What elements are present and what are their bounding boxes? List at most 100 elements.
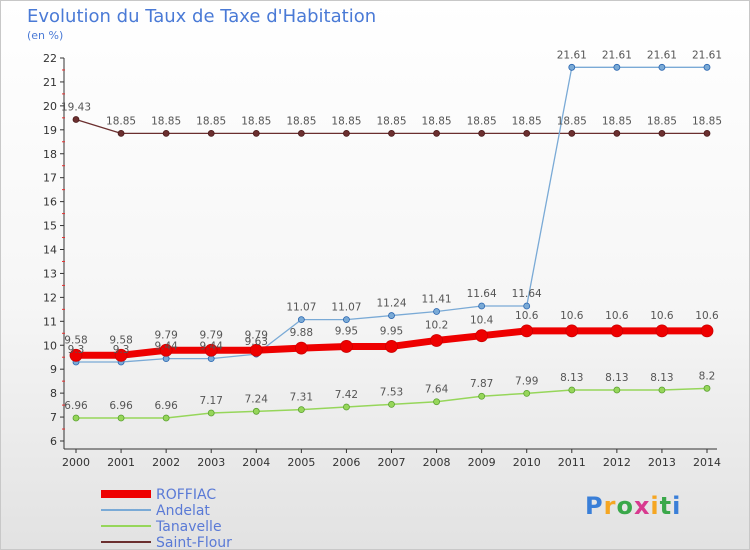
data-point-andelat-2007 xyxy=(388,312,395,319)
x-tick-label-2010: 2010 xyxy=(513,456,541,469)
data-label-roffiac-2012: 10.6 xyxy=(605,310,629,322)
data-point-saint-flour-2010 xyxy=(523,130,531,137)
x-tick-label-2002: 2002 xyxy=(152,456,180,469)
data-label-andelat-2013: 21.61 xyxy=(647,49,677,61)
y-tick-label-10: 10 xyxy=(43,339,57,352)
data-label-saint-flour-2010: 18.85 xyxy=(512,115,542,127)
data-label-andelat-2002: 9.44 xyxy=(154,341,178,353)
x-tick-label-2011: 2011 xyxy=(558,456,586,469)
y-tick-label-22: 22 xyxy=(43,52,57,65)
x-tick-label-2004: 2004 xyxy=(242,456,270,469)
data-label-andelat-2003: 9.44 xyxy=(200,341,224,353)
data-point-tanavelle-2000 xyxy=(72,414,80,422)
data-label-saint-flour-2014: 18.85 xyxy=(692,115,722,127)
data-point-saint-flour-2006 xyxy=(343,130,350,137)
chart-title: Evolution du Taux de Taxe d'Habitation xyxy=(27,6,377,27)
logo-letter: i xyxy=(672,492,682,520)
y-tick-label-19: 19 xyxy=(43,124,57,137)
data-label-tanavelle-2009: 7.87 xyxy=(470,378,493,390)
data-label-saint-flour-2011: 18.85 xyxy=(557,115,587,127)
data-label-andelat-2009: 11.64 xyxy=(467,288,497,300)
data-label-saint-flour-2002: 18.85 xyxy=(151,115,181,127)
legend-label-roffiac: ROFFIAC xyxy=(156,487,216,503)
data-label-andelat-2010: 11.64 xyxy=(512,288,542,300)
data-point-saint-flour-2013 xyxy=(658,130,666,137)
data-point-roffiac-2002 xyxy=(159,343,173,357)
data-label-tanavelle-2007: 7.53 xyxy=(380,386,403,398)
data-label-roffiac-2000: 9.58 xyxy=(64,334,87,346)
data-label-saint-flour-2001: 18.85 xyxy=(106,115,136,127)
data-label-saint-flour-2006: 18.85 xyxy=(331,115,361,127)
data-point-roffiac-2012 xyxy=(610,324,624,338)
data-label-andelat-2011: 21.61 xyxy=(557,49,587,61)
data-label-saint-flour-2008: 18.85 xyxy=(422,115,452,127)
data-point-andelat-2010 xyxy=(523,302,531,310)
data-label-roffiac-2011: 10.6 xyxy=(560,310,584,322)
legend-label-andelat: Andelat xyxy=(156,503,210,519)
data-label-andelat-2004: 9.63 xyxy=(245,336,268,348)
y-tick-label-12: 12 xyxy=(43,291,57,304)
data-point-tanavelle-2012 xyxy=(613,386,621,394)
data-label-saint-flour-2005: 18.85 xyxy=(286,115,316,127)
data-label-andelat-2008: 11.41 xyxy=(422,293,452,305)
data-label-tanavelle-2010: 7.99 xyxy=(515,375,538,387)
data-label-roffiac-2004: 9.79 xyxy=(245,329,268,341)
data-label-tanavelle-2002: 6.96 xyxy=(154,400,178,412)
x-tick-label-2008: 2008 xyxy=(423,456,451,469)
data-point-andelat-2006 xyxy=(343,316,350,324)
x-tick-label-2000: 2000 xyxy=(62,456,90,469)
data-point-roffiac-2010 xyxy=(520,324,534,338)
data-point-saint-flour-2012 xyxy=(613,130,621,137)
data-label-andelat-2014: 21.61 xyxy=(692,49,722,61)
data-label-roffiac-2014: 10.6 xyxy=(695,310,719,322)
x-tick-label-2006: 2006 xyxy=(332,456,360,469)
logo-letter: o xyxy=(616,492,634,520)
data-point-tanavelle-2004 xyxy=(252,407,260,415)
logo-letter: P xyxy=(585,492,604,520)
data-label-tanavelle-2000: 6.96 xyxy=(64,400,88,412)
data-point-andelat-2008 xyxy=(433,308,440,315)
data-point-tanavelle-2011 xyxy=(568,386,576,394)
legend-label-tanavelle: Tanavelle xyxy=(155,519,222,535)
y-tick-label-13: 13 xyxy=(43,267,57,280)
data-point-tanavelle-2003 xyxy=(207,409,215,417)
y-tick-label-18: 18 xyxy=(43,148,57,161)
x-tick-label-2012: 2012 xyxy=(603,456,631,469)
data-point-saint-flour-2009 xyxy=(478,130,486,137)
data-label-saint-flour-2012: 18.85 xyxy=(602,115,632,127)
data-label-roffiac-2006: 9.95 xyxy=(335,325,358,337)
logo-letter: t xyxy=(659,492,673,520)
data-point-saint-flour-2008 xyxy=(433,130,440,137)
data-label-tanavelle-2001: 6.96 xyxy=(109,400,133,412)
x-tick-label-2003: 2003 xyxy=(197,456,225,469)
x-tick-label-2014: 2014 xyxy=(693,456,721,469)
proxiti-logo: Proxiti xyxy=(585,492,681,520)
logo-letter: i xyxy=(650,492,660,520)
chart-unit: (en %) xyxy=(27,29,64,42)
data-label-tanavelle-2008: 7.64 xyxy=(425,384,449,396)
data-label-saint-flour-2007: 18.85 xyxy=(376,115,406,127)
data-label-andelat-2001: 9.3 xyxy=(113,344,130,356)
data-point-tanavelle-2008 xyxy=(433,398,440,406)
data-point-saint-flour-2000 xyxy=(72,116,80,123)
y-tick-label-16: 16 xyxy=(43,196,57,209)
data-point-tanavelle-2009 xyxy=(478,392,486,400)
data-point-roffiac-2009 xyxy=(475,329,489,343)
data-label-tanavelle-2013: 8.13 xyxy=(650,372,673,384)
data-label-saint-flour-2003: 18.85 xyxy=(196,115,226,127)
data-point-tanavelle-2005 xyxy=(297,406,305,414)
y-tick-label-11: 11 xyxy=(43,315,57,328)
data-label-tanavelle-2014: 8.2 xyxy=(699,370,716,382)
data-label-tanavelle-2004: 7.24 xyxy=(245,393,269,405)
data-point-roffiac-2013 xyxy=(655,324,669,338)
data-label-tanavelle-2012: 8.13 xyxy=(605,372,628,384)
data-label-andelat-2006: 11.07 xyxy=(331,302,361,314)
data-point-roffiac-2003 xyxy=(204,343,218,357)
data-point-roffiac-2001 xyxy=(114,348,128,362)
data-point-saint-flour-2003 xyxy=(207,130,215,137)
logo-letter: x xyxy=(633,492,651,520)
data-point-roffiac-2008 xyxy=(430,334,443,347)
data-point-tanavelle-2014 xyxy=(703,384,711,392)
x-tick-label-2009: 2009 xyxy=(468,456,496,469)
